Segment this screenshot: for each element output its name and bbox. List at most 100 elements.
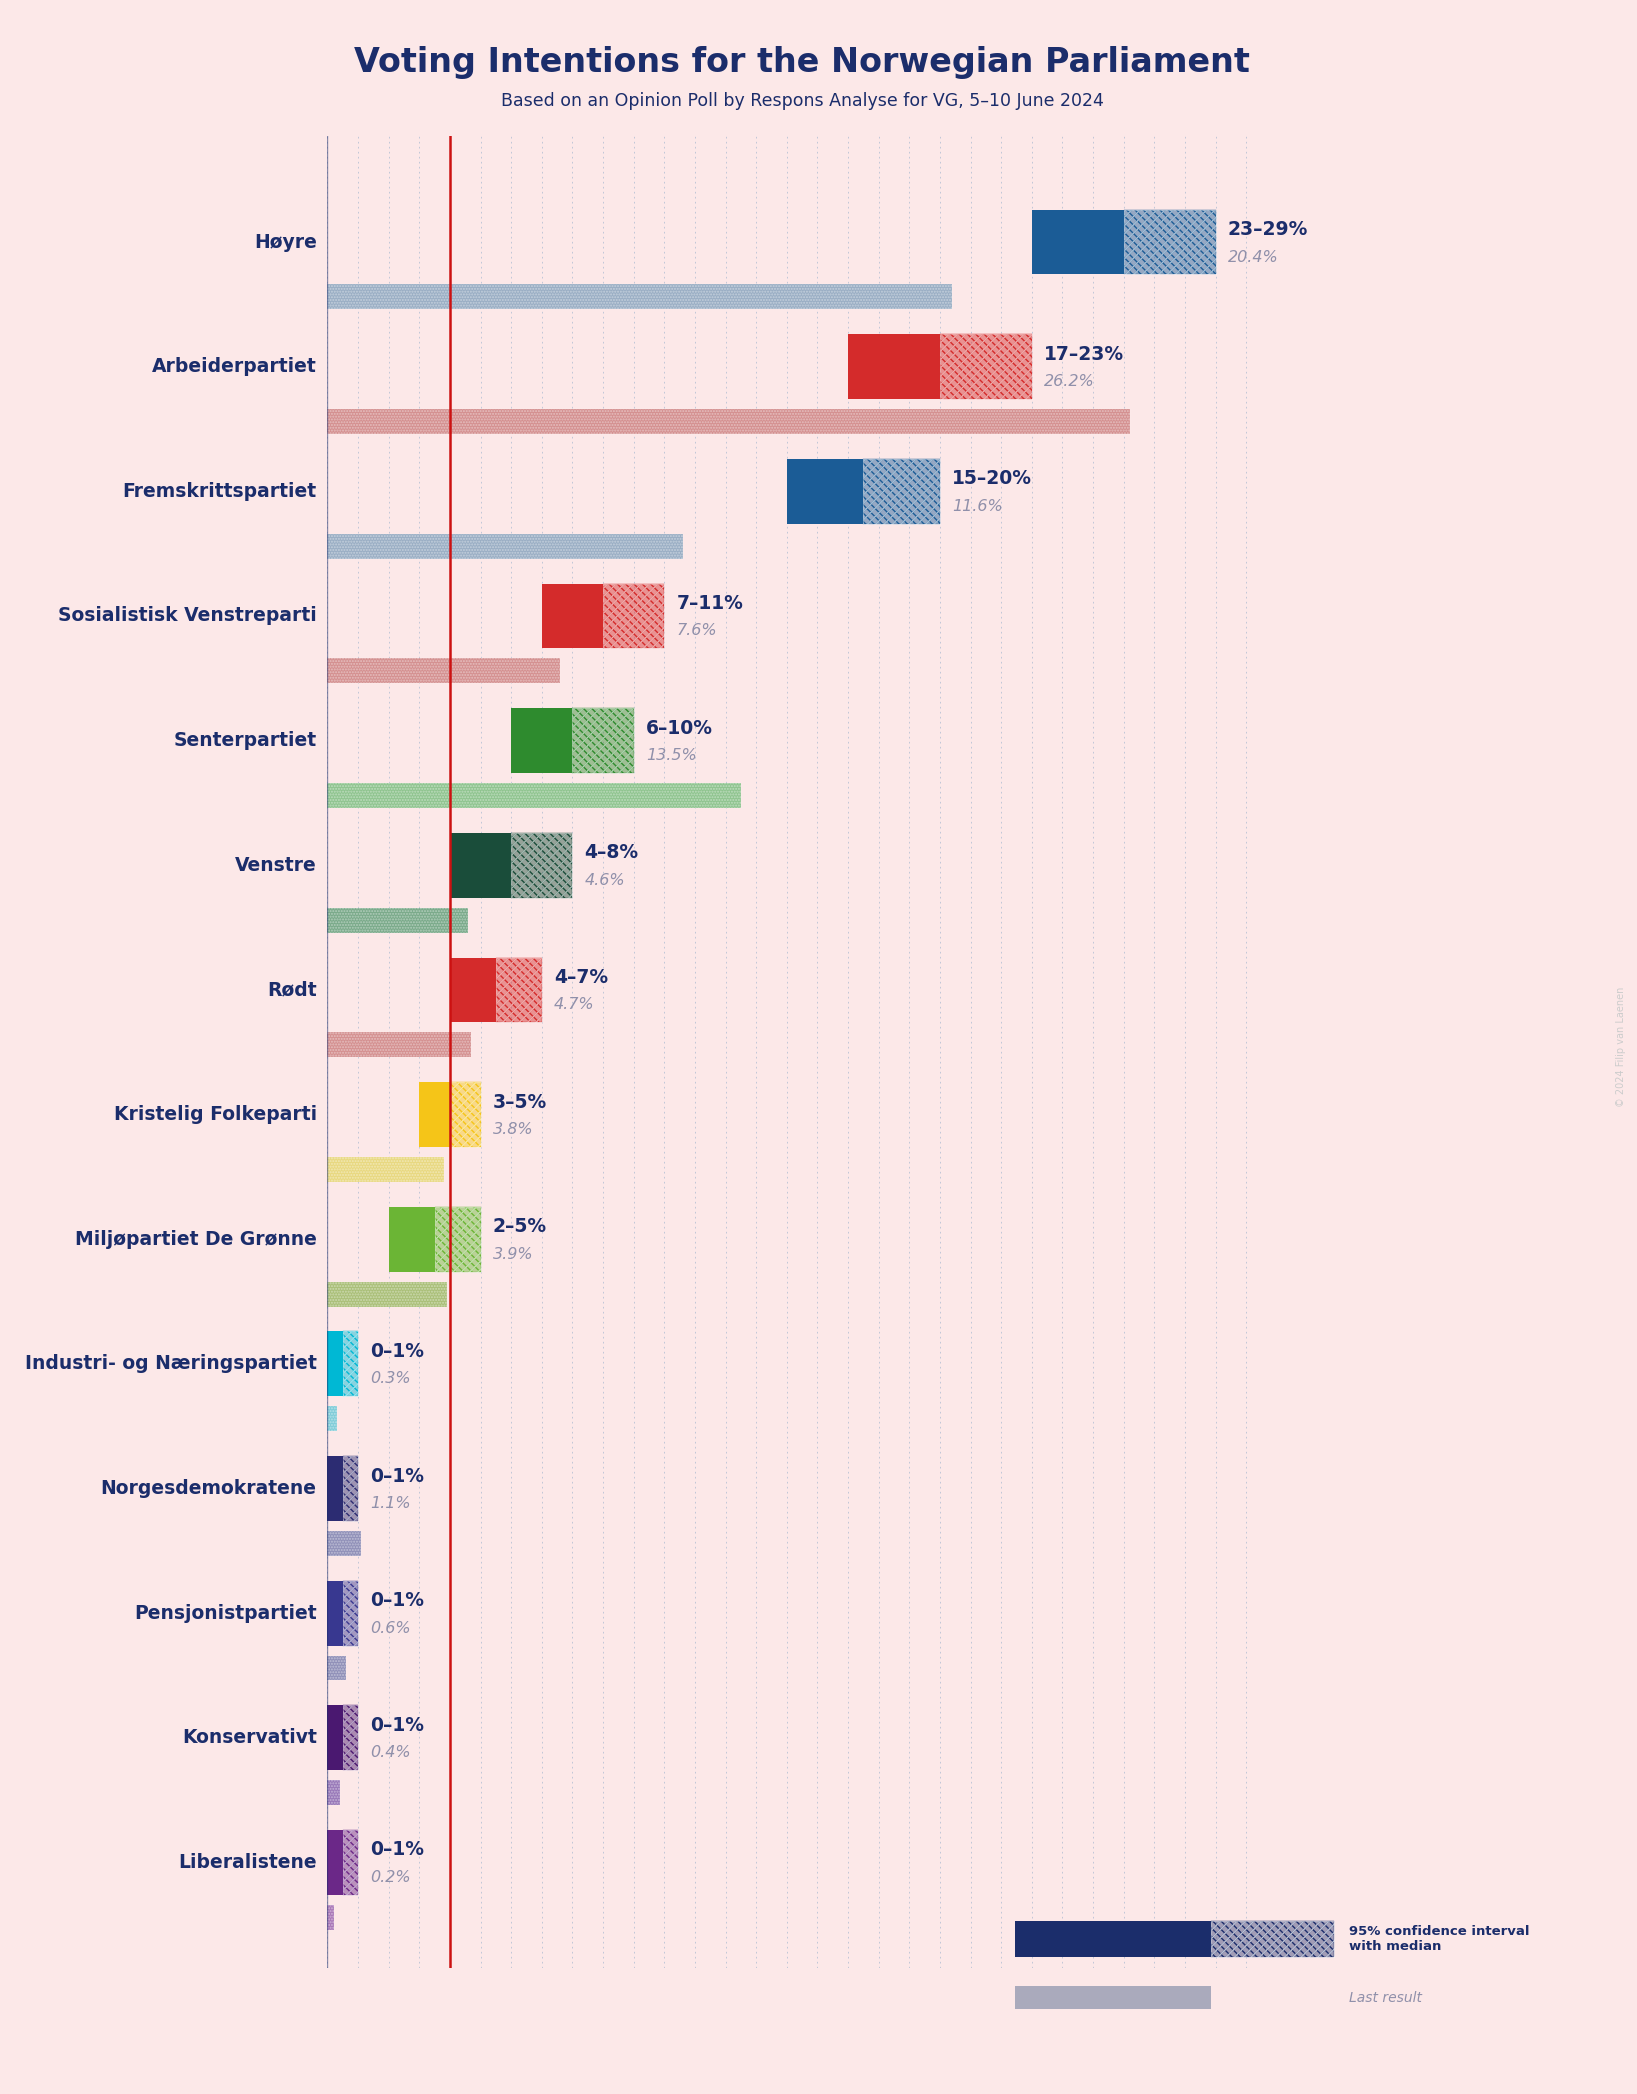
Bar bbox=[1015, 1985, 1211, 2010]
Bar bbox=[602, 584, 665, 649]
Bar bbox=[327, 408, 1130, 433]
Bar bbox=[342, 1332, 359, 1397]
Bar bbox=[602, 584, 665, 649]
Text: 1.1%: 1.1% bbox=[370, 1495, 411, 1512]
Text: Norgesdemokratene: Norgesdemokratene bbox=[101, 1478, 316, 1497]
Bar bbox=[327, 1407, 337, 1430]
Bar bbox=[327, 1407, 337, 1430]
Text: 4–7%: 4–7% bbox=[553, 967, 609, 986]
Bar bbox=[327, 1906, 334, 1931]
Text: Miljøpartiet De Grønne: Miljøpartiet De Grønne bbox=[75, 1229, 316, 1248]
Text: 3.8%: 3.8% bbox=[493, 1122, 534, 1137]
Text: 4–8%: 4–8% bbox=[584, 844, 638, 863]
Bar bbox=[940, 335, 1031, 400]
Text: Based on an Opinion Poll by Respons Analyse for VG, 5–10 June 2024: Based on an Opinion Poll by Respons Anal… bbox=[501, 92, 1103, 109]
Text: Kristelig Folkeparti: Kristelig Folkeparti bbox=[113, 1106, 316, 1124]
Text: 95% confidence interval
with median: 95% confidence interval with median bbox=[1349, 1924, 1529, 1954]
Bar bbox=[573, 708, 634, 773]
Bar bbox=[342, 1705, 359, 1769]
Text: Konservativt: Konservativt bbox=[182, 1728, 316, 1746]
Bar bbox=[327, 1282, 447, 1307]
Text: Sosialistisk Venstreparti: Sosialistisk Venstreparti bbox=[57, 607, 316, 626]
Text: 0–1%: 0–1% bbox=[370, 1591, 424, 1610]
Text: 2–5%: 2–5% bbox=[493, 1217, 547, 1235]
Bar bbox=[327, 1656, 345, 1679]
Bar bbox=[342, 1581, 359, 1646]
Bar bbox=[327, 783, 742, 808]
Bar bbox=[327, 534, 683, 559]
Bar bbox=[1031, 209, 1123, 274]
Bar bbox=[573, 708, 634, 773]
Bar bbox=[940, 335, 1031, 400]
Bar bbox=[450, 833, 511, 898]
Bar bbox=[342, 1332, 359, 1397]
Text: Rødt: Rødt bbox=[267, 980, 316, 999]
Bar bbox=[327, 1780, 339, 1805]
Bar bbox=[327, 1531, 362, 1556]
Text: 0.4%: 0.4% bbox=[370, 1744, 411, 1761]
Text: © 2024 Filip van Laenen: © 2024 Filip van Laenen bbox=[1616, 986, 1626, 1108]
Bar bbox=[342, 1830, 359, 1895]
Bar bbox=[342, 1455, 359, 1520]
Bar bbox=[327, 1531, 362, 1556]
Bar bbox=[511, 833, 573, 898]
Bar bbox=[327, 1656, 345, 1679]
Text: 0.3%: 0.3% bbox=[370, 1372, 411, 1386]
Bar bbox=[450, 957, 496, 1022]
Text: 13.5%: 13.5% bbox=[647, 748, 697, 762]
Text: 7.6%: 7.6% bbox=[676, 624, 717, 639]
Bar bbox=[1123, 209, 1216, 274]
Bar bbox=[327, 658, 560, 683]
Bar bbox=[863, 459, 940, 524]
Text: 7–11%: 7–11% bbox=[676, 595, 743, 614]
Text: 17–23%: 17–23% bbox=[1044, 346, 1125, 364]
Bar bbox=[1211, 1922, 1334, 1956]
Text: Industri- og Næringspartiet: Industri- og Næringspartiet bbox=[25, 1355, 316, 1374]
Bar bbox=[496, 957, 542, 1022]
Bar bbox=[863, 459, 940, 524]
Bar bbox=[863, 459, 940, 524]
Text: 20.4%: 20.4% bbox=[1228, 249, 1278, 264]
Bar bbox=[388, 1206, 434, 1271]
Bar bbox=[327, 285, 953, 310]
Bar bbox=[327, 1830, 342, 1895]
Text: Venstre: Venstre bbox=[236, 856, 316, 875]
Bar bbox=[327, 1906, 334, 1931]
Bar bbox=[327, 534, 683, 559]
Bar bbox=[327, 1282, 447, 1307]
Bar bbox=[511, 708, 573, 773]
Bar bbox=[327, 1332, 342, 1397]
Bar bbox=[327, 783, 742, 808]
Bar bbox=[327, 1156, 444, 1181]
Text: 0–1%: 0–1% bbox=[370, 1466, 424, 1485]
Bar bbox=[1123, 209, 1216, 274]
Bar bbox=[848, 335, 940, 400]
Bar bbox=[1211, 1922, 1334, 1956]
Bar bbox=[327, 907, 468, 932]
Text: 0–1%: 0–1% bbox=[370, 1841, 424, 1859]
Text: 26.2%: 26.2% bbox=[1044, 375, 1095, 389]
Text: 4.7%: 4.7% bbox=[553, 997, 594, 1011]
Bar bbox=[1015, 1922, 1211, 1956]
Bar bbox=[342, 1581, 359, 1646]
Bar bbox=[573, 708, 634, 773]
Bar bbox=[450, 1083, 481, 1148]
Bar bbox=[327, 1156, 444, 1181]
Bar bbox=[342, 1830, 359, 1895]
Bar bbox=[940, 335, 1031, 400]
Bar bbox=[434, 1206, 481, 1271]
Text: Høyre: Høyre bbox=[254, 232, 316, 251]
Bar bbox=[342, 1581, 359, 1646]
Text: 4.6%: 4.6% bbox=[584, 873, 625, 888]
Bar bbox=[327, 1032, 471, 1057]
Text: Senterpartiet: Senterpartiet bbox=[174, 731, 316, 750]
Bar bbox=[511, 833, 573, 898]
Bar bbox=[434, 1206, 481, 1271]
Bar bbox=[496, 957, 542, 1022]
Bar bbox=[450, 1083, 481, 1148]
Bar bbox=[342, 1455, 359, 1520]
Bar bbox=[327, 1032, 471, 1057]
Text: 3–5%: 3–5% bbox=[493, 1093, 547, 1112]
Text: 0–1%: 0–1% bbox=[370, 1715, 424, 1734]
Bar bbox=[342, 1705, 359, 1769]
